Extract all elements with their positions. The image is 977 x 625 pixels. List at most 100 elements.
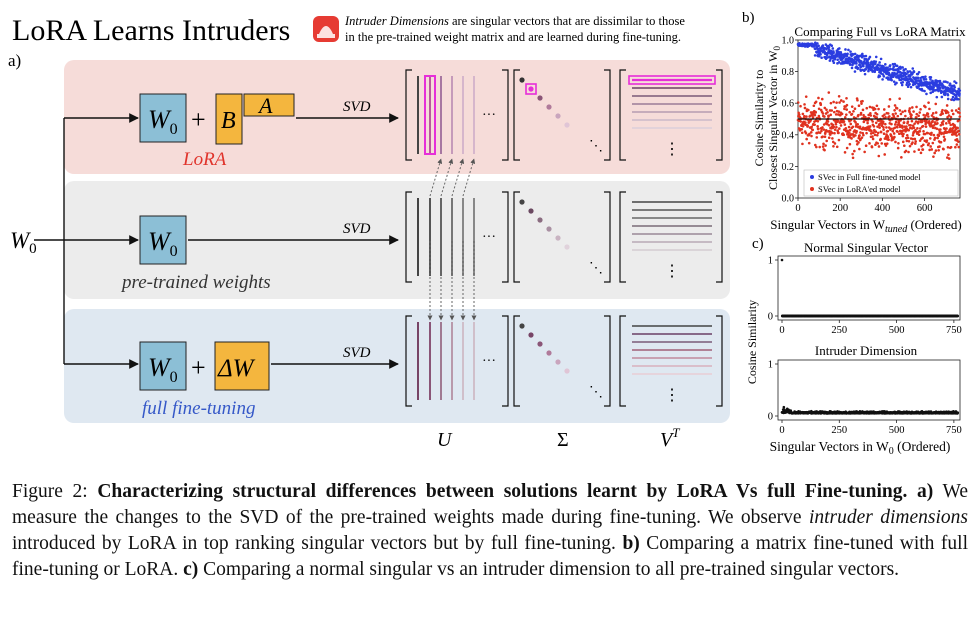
full-point (929, 91, 932, 95)
y-tick-label: 0 (768, 412, 773, 423)
lora-point (896, 125, 899, 129)
lora-point (800, 131, 804, 135)
lora-point (851, 152, 854, 156)
sigma-ellipsis: ⋱ (589, 385, 603, 400)
lora-point (924, 105, 927, 109)
svg-text:Closest Singular Vector in W0: Closest Singular Vector in W0 (766, 45, 782, 190)
sigma-value (564, 122, 570, 128)
lora-point (803, 103, 806, 106)
lora-point (831, 140, 835, 144)
caption-a-text: We measure the changes to the SVD of the… (12, 481, 969, 528)
lora-point (827, 136, 831, 140)
lora-point (851, 156, 855, 160)
lora-point (941, 112, 945, 115)
lora-point (863, 150, 866, 154)
lora-point (888, 115, 891, 118)
lora-point (958, 111, 961, 115)
lora-point (868, 142, 871, 145)
panel-c-label: c) (752, 236, 764, 252)
vt-ellipsis: ⋮ (664, 387, 680, 404)
x-tick-label: 750 (946, 325, 962, 336)
lora-point (920, 120, 924, 124)
lora-point (957, 145, 961, 149)
x-tick-label: 250 (831, 325, 847, 336)
lora-point (918, 130, 922, 133)
lora-point (875, 104, 879, 108)
lora-point (936, 136, 939, 140)
lora-point (799, 120, 803, 123)
lora-point (801, 142, 804, 146)
lora-point (821, 126, 824, 129)
full-point (900, 83, 904, 87)
lora-point (844, 127, 848, 130)
svg-text:W0: W0 (148, 105, 178, 138)
lora-point (898, 109, 902, 112)
lora-point (843, 107, 846, 111)
lora-point (932, 155, 935, 158)
lora-point (915, 116, 918, 119)
svg-text:A: A (257, 93, 273, 118)
lora-point (873, 133, 877, 137)
lora-point (896, 146, 900, 150)
lora-point (946, 111, 950, 114)
lora-point (853, 149, 856, 153)
lora-point (949, 115, 953, 119)
lora-point (926, 131, 930, 135)
lora-point (817, 114, 821, 118)
bracket-left (619, 69, 626, 161)
x-tick-label: 750 (946, 425, 962, 436)
pretrained-caption: pre-trained weights (120, 272, 271, 293)
lora-point (942, 119, 945, 123)
panel-b: b) Comparing Full vs LoRA Matrix Cosine … (742, 10, 966, 235)
full-point (878, 61, 881, 64)
lora-point (949, 145, 953, 149)
sigma-label: Σ (557, 429, 569, 451)
lora-point (861, 131, 865, 135)
vt-ellipsis: ⋮ (664, 263, 680, 280)
lora-point (893, 135, 896, 139)
panel-b-legend: SVec in Full fine-tuned model SVec in Lo… (803, 169, 959, 197)
full-point (911, 67, 915, 70)
lora-point (823, 106, 827, 110)
full-point (838, 47, 841, 50)
full-point (829, 57, 832, 60)
lora-point (821, 145, 825, 148)
lora-point (939, 140, 943, 144)
lora-point (934, 149, 938, 152)
lora-point (826, 120, 830, 123)
lora-point (873, 107, 877, 111)
lora-point (943, 137, 947, 141)
lora-point (833, 142, 837, 145)
lora-point (842, 100, 845, 103)
lora-point (922, 113, 926, 117)
lora-point (801, 112, 805, 116)
lora-point (834, 106, 837, 109)
intruder-note-line1: Intruder Dimensions are singular vectors… (344, 14, 685, 28)
full-point (936, 83, 939, 87)
full-point (846, 52, 849, 56)
lora-point (881, 120, 885, 124)
svg-text:SVD: SVD (343, 345, 371, 361)
svd-matrices: ··· ⋱ ⋮ ··· ⋱ ⋮ ··· ⋱ ⋮ (405, 69, 723, 407)
lora-point (876, 125, 879, 128)
lora-point (837, 94, 841, 98)
full-point (862, 64, 865, 68)
full-point (929, 78, 932, 81)
lora-point (853, 107, 857, 111)
lora-point (884, 115, 887, 119)
full-point (931, 79, 934, 83)
lora-point (949, 127, 952, 131)
lora-point (923, 132, 927, 136)
full-point (874, 60, 878, 63)
lora-point (928, 137, 932, 140)
lora-point (894, 140, 897, 144)
lora-point (864, 144, 868, 148)
y-tick-label: 1 (768, 256, 773, 267)
full-point (815, 45, 819, 49)
lora-point (935, 127, 939, 131)
sigma-value (519, 199, 525, 205)
lora-point (816, 119, 820, 123)
svg-text:Cosine Similarity to: Cosine Similarity to (752, 70, 766, 167)
sigma-value (537, 95, 543, 101)
full-point (905, 72, 908, 76)
